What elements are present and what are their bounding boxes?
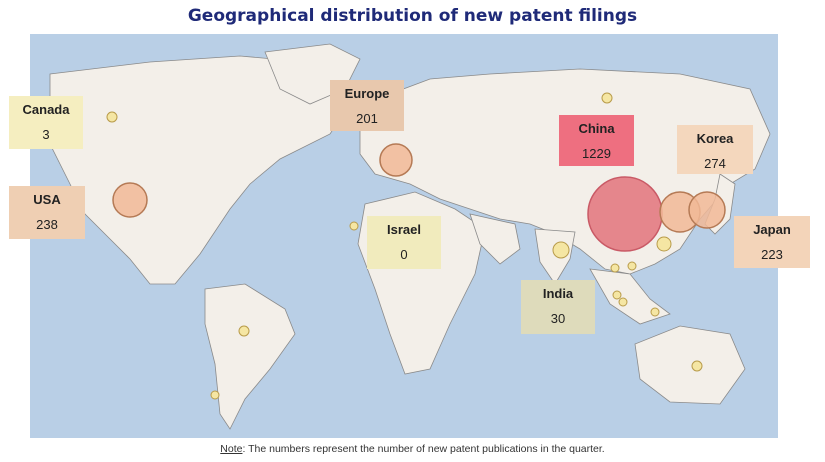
region-value: 3 [42, 127, 50, 142]
canada-bubble [106, 111, 118, 123]
note-prefix: Note [220, 443, 243, 455]
region-name: Israel [387, 222, 421, 237]
region-name: USA [33, 192, 61, 207]
region-name: Japan [753, 222, 791, 237]
region-name: Korea [696, 131, 734, 146]
argentina-bubble [210, 390, 220, 400]
south-america-land [204, 283, 296, 430]
southeast-asia-land [589, 268, 671, 325]
region-label-china: China 1229 [559, 115, 634, 166]
region-value: 201 [356, 111, 378, 126]
region-name: Canada [22, 102, 70, 117]
region-label-japan: Japan 223 [734, 216, 810, 268]
region-value: 274 [704, 156, 726, 171]
russia-bubble [601, 92, 613, 104]
arabia-land [469, 213, 521, 265]
region-label-israel: Israel 0 [367, 216, 441, 269]
japan-bubble [688, 191, 726, 229]
hongkong-bubble [627, 261, 637, 271]
region-value: 1229 [582, 146, 611, 161]
region-label-india: India 30 [521, 280, 595, 334]
spain-bubble [349, 221, 359, 231]
australia-bubble [691, 360, 703, 372]
thailand-bubble [612, 290, 622, 300]
usa-bubble [112, 182, 148, 218]
europe-bubble [379, 143, 413, 177]
indonesia-bubble [650, 307, 660, 317]
footnote: Note: The numbers represent the number o… [0, 443, 825, 455]
region-label-canada: Canada 3 [9, 96, 83, 149]
note-text: : The numbers represent the number of ne… [242, 443, 605, 455]
region-label-usa: USA 238 [9, 186, 85, 239]
region-value: 0 [400, 247, 408, 262]
region-value: 223 [761, 247, 783, 262]
brazil-bubble [238, 325, 250, 337]
region-value: 238 [36, 217, 58, 232]
chart-title: Geographical distribution of new patent … [187, 6, 638, 26]
region-name: Europe [344, 86, 390, 101]
country-bubbles [106, 92, 726, 400]
region-label-korea: Korea 274 [677, 125, 753, 174]
vietnam-bubble [610, 263, 620, 273]
china-bubble [587, 176, 663, 252]
region-name: China [578, 121, 615, 136]
region-label-europe: Europe 201 [330, 80, 404, 131]
india-bubble [552, 241, 570, 259]
taiwan-bubble [656, 236, 672, 252]
australia-land [634, 325, 746, 405]
region-value: 30 [550, 311, 566, 326]
region-name: India [542, 286, 574, 301]
malaysia-bubble [618, 297, 628, 307]
